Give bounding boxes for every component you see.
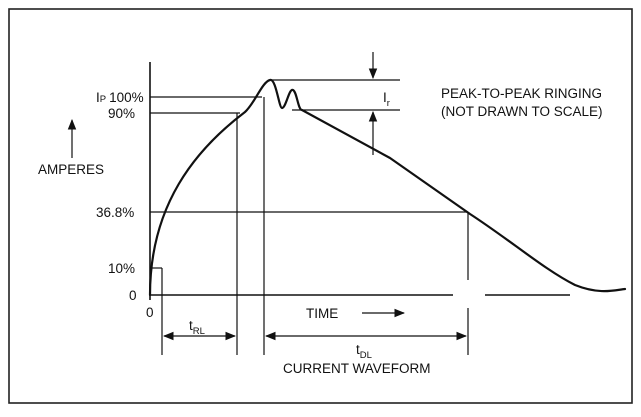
- tdl-label: tDL: [356, 342, 372, 361]
- figure-frame: [8, 8, 633, 404]
- trl-label: tRL: [189, 318, 205, 337]
- y-axis-label: AMPERES: [38, 162, 104, 177]
- time-label: TIME: [306, 306, 338, 321]
- ytick-ip-100: IP 100%: [96, 90, 144, 105]
- ytick-10: 10%: [108, 261, 135, 276]
- x-origin-label: 0: [146, 305, 154, 320]
- figure-caption: CURRENT WAVEFORM: [283, 361, 431, 376]
- ytick-90: 90%: [108, 106, 135, 121]
- ringing-note-line1: PEAK-TO-PEAK RINGING: [441, 86, 602, 101]
- ytick-36-8: 36.8%: [96, 205, 134, 220]
- current-waveform-curve: [148, 78, 627, 297]
- ytick-0: 0: [129, 288, 137, 303]
- ir-label: Ir: [383, 90, 390, 109]
- ringing-note-line2: (NOT DRAWN TO SCALE): [441, 104, 603, 119]
